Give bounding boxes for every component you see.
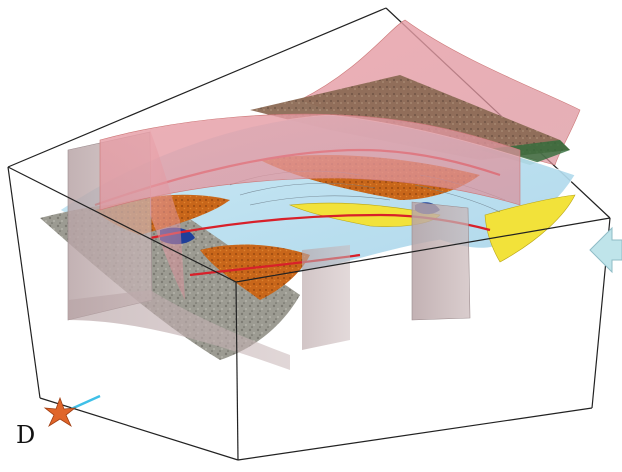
geology-unit-orange-3 xyxy=(200,244,310,300)
fault-plane-right xyxy=(411,201,471,321)
terrain-surface-upper xyxy=(250,75,570,160)
compass-star-icon xyxy=(43,394,101,428)
geology-unit-yellow-2 xyxy=(484,194,576,263)
bounding-box-front xyxy=(7,166,611,461)
terrain-green-patch xyxy=(480,140,570,165)
arrow-left-icon xyxy=(589,226,622,274)
fault-plane-front xyxy=(99,113,521,211)
figure-label: D xyxy=(16,421,36,449)
fault-plane-lower-left xyxy=(68,290,290,370)
fault-plane-middle xyxy=(150,130,185,300)
fault-plane-center xyxy=(302,245,350,350)
